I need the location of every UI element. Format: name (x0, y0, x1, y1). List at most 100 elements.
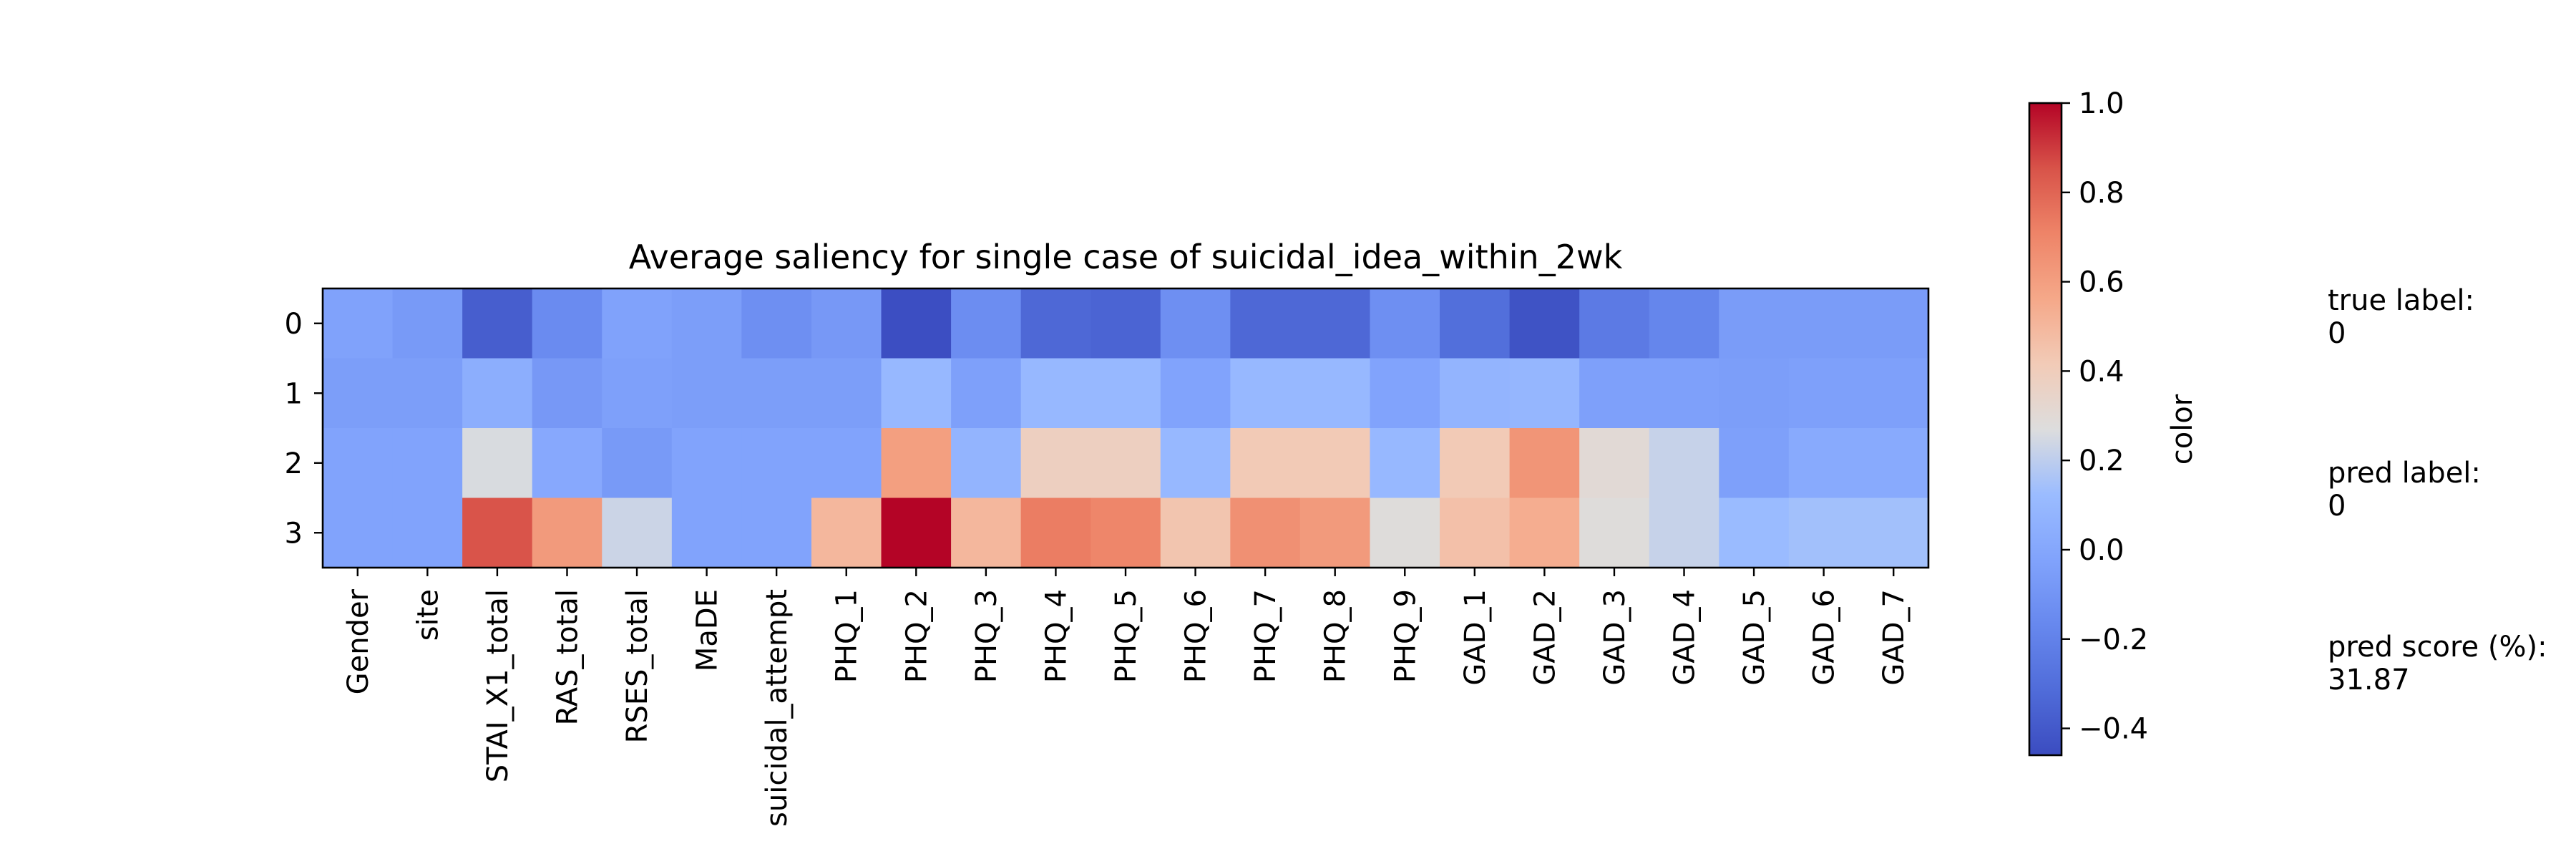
heatmap-cell (1858, 358, 1929, 429)
x-tick-label: PHQ_3 (970, 589, 1003, 683)
heatmap-cell (1020, 358, 1091, 429)
heatmap-cell (671, 498, 742, 568)
heatmap-cell (1160, 358, 1231, 429)
heatmap-cell (1091, 498, 1161, 568)
x-tick-label: GAD_4 (1669, 589, 1702, 686)
heatmap-cell (1440, 288, 1511, 359)
y-tick-label: 0 (285, 308, 303, 341)
heatmap-cell (1649, 498, 1719, 568)
heatmap-cell (671, 428, 742, 499)
heatmap-cell (881, 358, 952, 429)
heatmap-cell (1719, 498, 1790, 568)
heatmap-cell (392, 358, 463, 429)
colorbar-tick-label: −0.2 (2079, 623, 2148, 656)
heatmap-cell (951, 498, 1022, 568)
heatmap-cell (741, 288, 812, 359)
heatmap-cell (811, 358, 882, 429)
pred-score-value: 31.87 (2328, 664, 2410, 697)
heatmap-cell (1788, 428, 1860, 499)
heatmap-cell (392, 288, 463, 359)
heatmap-cell (671, 288, 742, 359)
heatmap-cell (1509, 498, 1580, 568)
heatmap-cell (741, 358, 812, 429)
x-tick-label: GAD_2 (1528, 589, 1561, 686)
heatmap-cell (1299, 358, 1371, 429)
heatmap-cell (392, 498, 463, 568)
x-tick-label: PHQ_6 (1180, 589, 1213, 683)
x-tick-label: GAD_6 (1808, 589, 1841, 686)
heatmap-cell (1299, 288, 1371, 359)
heatmap-cell (1649, 288, 1719, 359)
heatmap-cell (1509, 358, 1580, 429)
x-tick-label: PHQ_7 (1249, 589, 1282, 683)
x-tick-label: MaDE (691, 589, 724, 671)
colorbar-tick-label: 0.6 (2079, 266, 2124, 299)
heatmap-cell (1719, 428, 1790, 499)
colorbar-tick-label: 0.2 (2079, 445, 2124, 477)
heatmap-cell (1370, 498, 1440, 568)
x-tick-label: GAD_7 (1878, 589, 1911, 686)
x-tick-label: RAS_total (551, 589, 584, 725)
heatmap-cell (1649, 428, 1719, 499)
x-tick-label: PHQ_5 (1110, 589, 1143, 683)
heatmap-cell (1788, 288, 1860, 359)
x-tick-label: STAI_X1_total (482, 589, 514, 782)
colorbar-tick-label: 0.4 (2079, 355, 2124, 388)
pred-label-caption: pred label: (2328, 457, 2481, 490)
x-tick-label: site (411, 589, 444, 641)
x-tick-label: GAD_1 (1459, 589, 1492, 686)
heatmap-cell (1160, 498, 1231, 568)
heatmap-cell (1440, 358, 1511, 429)
heatmap-cell (671, 358, 742, 429)
x-tick-label: RSES_total (621, 589, 654, 743)
heatmap-cells (323, 288, 1929, 568)
heatmap-cell (462, 498, 533, 568)
heatmap-cell (1299, 498, 1371, 568)
heatmap-cell (1579, 428, 1650, 499)
heatmap-cell (602, 358, 673, 429)
y-tick-label: 1 (285, 377, 303, 410)
x-axis: Gender site STAI_X1_total RAS_total RSES_tot… (342, 568, 1911, 827)
heatmap-cell (811, 428, 882, 499)
heatmap-cell (532, 358, 602, 429)
heatmap-cell (1230, 358, 1301, 429)
heatmap-cell (1579, 288, 1650, 359)
heatmap-cell (1020, 498, 1091, 568)
x-tick-label: PHQ_2 (900, 589, 933, 683)
heatmap-cell (881, 428, 952, 499)
chart-title: Average saliency for single case of suic… (629, 238, 1623, 276)
heatmap-cell (1719, 358, 1790, 429)
heatmap-cell (951, 358, 1022, 429)
x-tick-label: PHQ_8 (1319, 589, 1352, 683)
heatmap-cell (1509, 428, 1580, 499)
heatmap-cell (1858, 498, 1929, 568)
colorbar-tick-label: −0.4 (2079, 713, 2148, 746)
heatmap-cell (1858, 288, 1929, 359)
x-tick-label: GAD_5 (1738, 589, 1771, 686)
heatmap-cell (323, 428, 394, 499)
heatmap-cell (532, 498, 602, 568)
heatmap-cell (1579, 358, 1650, 429)
heatmap-cell (1579, 498, 1650, 568)
heatmap-cell (1160, 288, 1231, 359)
heatmap-cell (741, 428, 812, 499)
x-tick-label: suicidal_attempt (761, 589, 794, 827)
heatmap-cell (741, 498, 812, 568)
heatmap-cell (602, 428, 673, 499)
heatmap-cell (323, 288, 394, 359)
heatmap-cell (951, 288, 1022, 359)
x-tick-label: PHQ_9 (1389, 589, 1422, 683)
heatmap-cell (602, 288, 673, 359)
heatmap-cell (392, 428, 463, 499)
y-tick-label: 3 (285, 517, 303, 550)
heatmap-cell (1788, 358, 1860, 429)
heatmap-cell (881, 288, 952, 359)
heatmap-cell (532, 288, 602, 359)
heatmap-cell (881, 498, 952, 568)
true-label-caption: true label: (2328, 284, 2474, 317)
colorbar-frame (2028, 102, 2063, 757)
true-label-value: 0 (2328, 317, 2346, 350)
heatmap-cell (1091, 428, 1161, 499)
colorbar-label: color (2166, 394, 2199, 465)
